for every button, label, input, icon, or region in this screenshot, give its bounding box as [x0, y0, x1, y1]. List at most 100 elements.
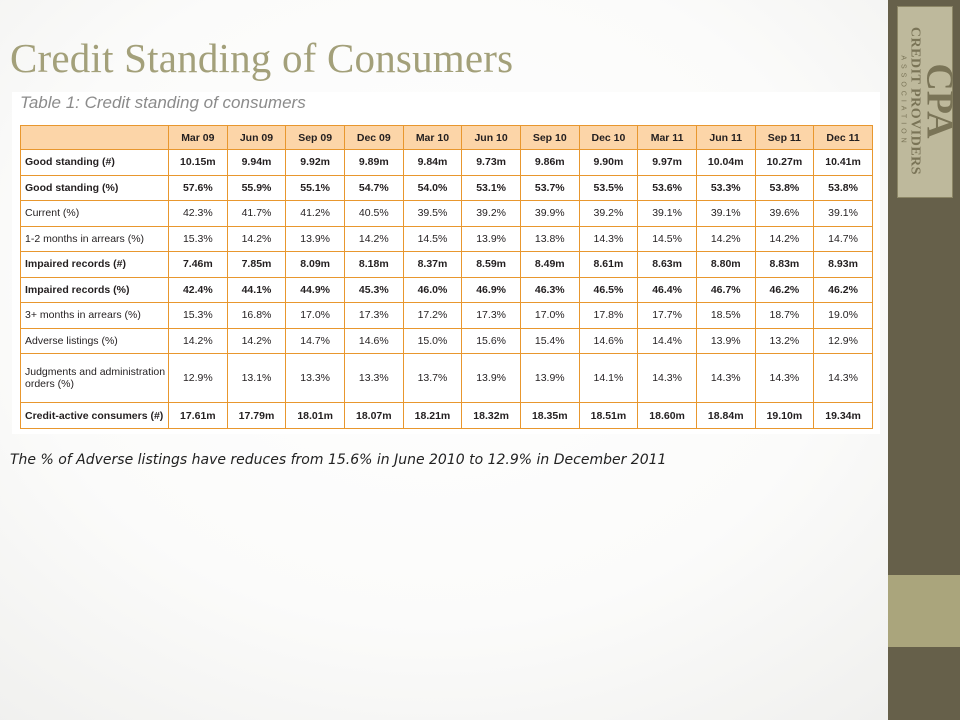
table-cell: 14.2%	[168, 327, 228, 355]
table-cell: 14.3%	[578, 225, 639, 253]
logo-main-text: CPA	[918, 63, 960, 139]
table-cell: 46.0%	[402, 276, 463, 304]
table-cell: 14.6%	[343, 327, 404, 355]
row-label: Good standing (%)	[20, 174, 169, 202]
table-cell: 42.3%	[168, 200, 228, 227]
header-corner-cell	[20, 125, 169, 150]
table-row: 3+ months in arrears (%) 15.3% 16.8% 17.0% 1…	[20, 302, 873, 329]
credit-standing-table-image: Table 1: Credit standing of consumers Ma…	[12, 92, 880, 434]
table-cell: 8.83m	[754, 251, 815, 278]
table-cell: 8.93m	[813, 251, 873, 278]
table-cell: 19.34m	[813, 402, 873, 429]
table-cell: 12.9%	[813, 327, 873, 355]
table-cell: 17.79m	[226, 402, 287, 429]
table-cell: 18.51m	[578, 402, 639, 429]
table-cell: 14.3%	[637, 353, 697, 404]
table-cell: 39.9%	[519, 200, 580, 227]
table-cell: 57.6%	[168, 174, 228, 202]
row-label: Impaired records (#)	[20, 251, 169, 278]
table-cell: 9.86m	[519, 149, 580, 176]
table-cell: 13.9%	[461, 353, 521, 404]
logo-assoc-text: ASSOCIATION	[899, 55, 907, 147]
table-cell: 15.4%	[519, 327, 580, 355]
table-cell: 18.7%	[754, 302, 815, 329]
table-cell: 14.5%	[402, 225, 463, 253]
table-row: Good standing (#) 10.15m 9.94m 9.92m 9.89m 9.…	[20, 149, 873, 176]
table-cell: 14.1%	[578, 353, 639, 404]
table-cell: 9.94m	[226, 149, 287, 176]
table-cell: 14.2%	[754, 225, 815, 253]
table-cell: 8.18m	[343, 251, 404, 278]
footnote-text: The % of Adverse listings have reduces f…	[10, 452, 667, 468]
row-label: Credit-active consumers (#)	[20, 402, 169, 429]
column-header: Dec 10	[578, 125, 639, 150]
table-cell: 13.2%	[754, 327, 815, 355]
column-header: Mar 11	[637, 125, 697, 150]
table-cell: 53.5%	[578, 174, 639, 202]
table-cell: 39.5%	[402, 200, 463, 227]
table-cell: 8.63m	[637, 251, 697, 278]
column-header: Jun 11	[695, 125, 756, 150]
table-cell: 13.8%	[519, 225, 580, 253]
table-cell: 9.84m	[402, 149, 463, 176]
table-cell: 14.7%	[285, 327, 345, 355]
table-cell: 18.5%	[695, 302, 756, 329]
table-cell: 14.2%	[226, 225, 287, 253]
table-cell: 53.1%	[461, 174, 521, 202]
table-cell: 40.5%	[343, 200, 404, 227]
table-cell: 9.73m	[461, 149, 521, 176]
table-cell: 8.61m	[578, 251, 639, 278]
table-cell: 17.0%	[519, 302, 580, 329]
table-cell: 14.4%	[637, 327, 697, 355]
table-cell: 44.9%	[285, 276, 345, 304]
table-cell: 13.3%	[343, 353, 404, 404]
table-cell: 46.5%	[578, 276, 639, 304]
table-cell: 17.2%	[402, 302, 463, 329]
column-header: Mar 09	[168, 125, 228, 150]
table-row: 1-2 months in arrears (%) 15.3% 14.2% 13.9%…	[20, 225, 873, 253]
table-row: Impaired records (#) 7.46m 7.85m 8.09m 8.18m…	[20, 251, 873, 278]
table-cell: 54.7%	[343, 174, 404, 202]
slide-title: Credit Standing of Consumers	[10, 35, 514, 81]
row-label: Good standing (#)	[20, 149, 169, 176]
table-cell: 46.7%	[695, 276, 756, 304]
table-cell: 53.7%	[519, 174, 580, 202]
table-cell: 7.85m	[226, 251, 287, 278]
table-cell: 10.04m	[695, 149, 756, 176]
table-row: Good standing (%) 57.6% 55.9% 55.1% 54.7% 54.…	[20, 174, 873, 202]
table-cell: 18.21m	[402, 402, 463, 429]
table-cell: 41.7%	[226, 200, 287, 227]
table-cell: 15.3%	[168, 225, 228, 253]
table-caption: Table 1: Credit standing of consumers	[20, 93, 306, 112]
column-header: Sep 09	[285, 125, 345, 150]
table-cell: 53.8%	[754, 174, 815, 202]
table-cell: 9.97m	[637, 149, 697, 176]
table-cell: 39.2%	[461, 200, 521, 227]
row-label: Current (%)	[20, 200, 169, 227]
table-cell: 13.9%	[519, 353, 580, 404]
table-cell: 13.9%	[285, 225, 345, 253]
table-cell: 15.0%	[402, 327, 463, 355]
table-cell: 9.89m	[343, 149, 404, 176]
table-cell: 42.4%	[168, 276, 228, 304]
cpa-logo-text: CPA CREDIT PROVIDERS ASSOCIATION	[899, 27, 960, 175]
table-cell: 10.27m	[754, 149, 815, 176]
table-cell: 39.6%	[754, 200, 815, 227]
table-cell: 55.1%	[285, 174, 345, 202]
table-cell: 8.09m	[285, 251, 345, 278]
table-cell: 18.32m	[461, 402, 521, 429]
table-cell: 17.7%	[637, 302, 697, 329]
table-cell: 13.9%	[461, 225, 521, 253]
table-row: Impaired records (%) 42.4% 44.1% 44.9% 45.3%…	[20, 276, 873, 304]
column-header: Jun 09	[226, 125, 287, 150]
table-cell: 46.9%	[461, 276, 521, 304]
credit-standing-table: Mar 09 Jun 09 Sep 09 Dec 09 Mar 10 Jun 10 Sep …	[20, 125, 873, 429]
table-cell: 15.6%	[461, 327, 521, 355]
table-cell: 46.2%	[754, 276, 815, 304]
table-cell: 46.3%	[519, 276, 580, 304]
row-label: Adverse listings (%)	[20, 327, 169, 355]
table-cell: 39.1%	[695, 200, 756, 227]
table-cell: 53.6%	[637, 174, 697, 202]
table-cell: 13.3%	[285, 353, 345, 404]
table-cell: 10.15m	[168, 149, 228, 176]
